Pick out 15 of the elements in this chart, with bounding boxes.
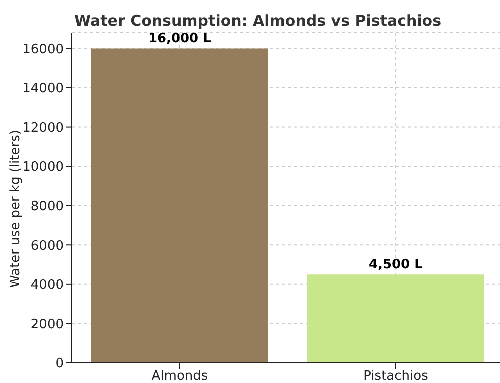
y-tick-label: 8000 xyxy=(30,199,64,214)
y-axis-title: Water use per kg (liters) xyxy=(8,130,24,288)
data-label: 16,000 L xyxy=(148,32,212,47)
data-label: 4,500 L xyxy=(368,258,423,273)
y-tick-label: 2000 xyxy=(30,317,64,332)
y-tick-label: 10000 xyxy=(22,160,64,176)
x-tick-label: Pistachios xyxy=(364,369,429,383)
y-tick-label: 0 xyxy=(56,356,64,372)
y-tick-label: 4000 xyxy=(30,278,64,294)
y-tick-label: 6000 xyxy=(30,238,64,254)
chart-title: Water Consumption: Almonds vs Pistachios xyxy=(73,12,443,30)
y-tick-label: 12000 xyxy=(22,120,64,136)
x-tick-label: Almonds xyxy=(152,369,208,383)
y-tick-label: 16000 xyxy=(22,42,64,58)
y-tick-label: 14000 xyxy=(22,82,64,97)
